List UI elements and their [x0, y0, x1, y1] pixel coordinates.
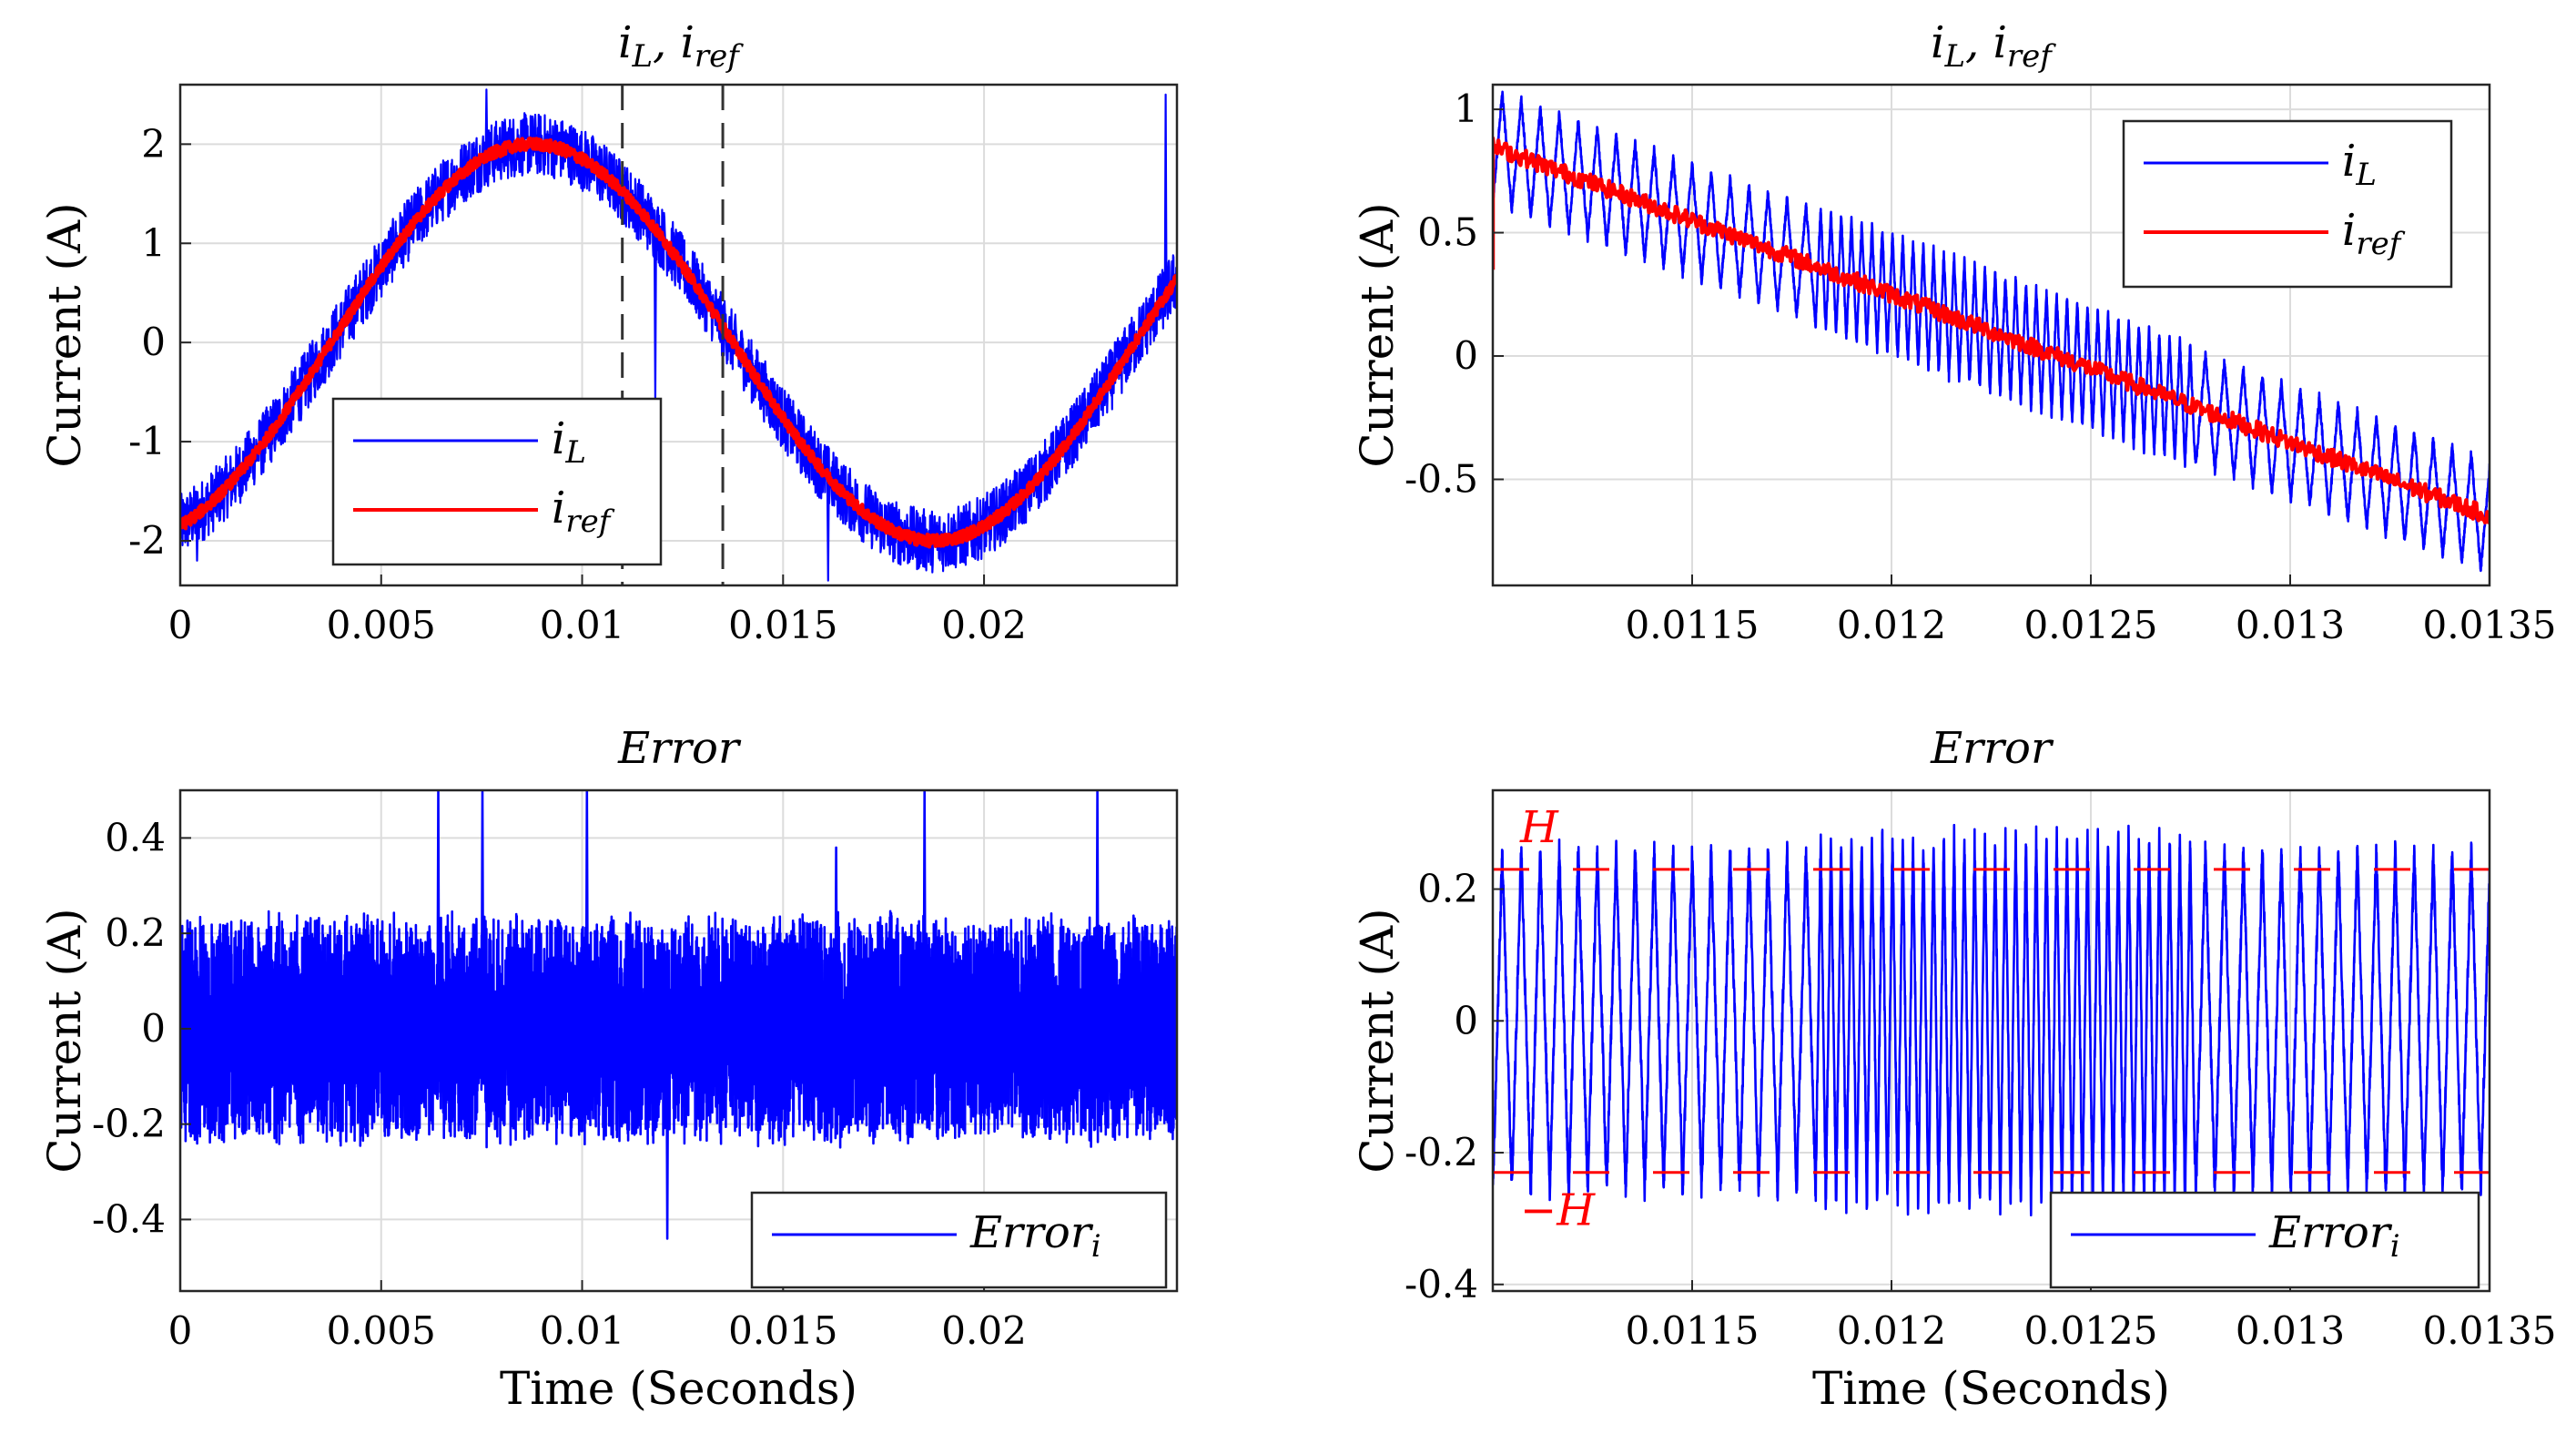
chart-title: iL, iref [618, 17, 744, 75]
threshold-label: −H [1520, 1185, 1596, 1236]
legend-label: iref [2342, 205, 2406, 262]
legend-label: iref [552, 483, 615, 540]
series-group [1493, 823, 2490, 1216]
y-tick-label: -0.4 [1405, 1262, 1478, 1307]
threshold-label: H [1519, 802, 1559, 853]
series-i-ref [1493, 136, 2490, 525]
series-i-ref [180, 136, 1177, 549]
y-axis-label: Current (A) [1351, 202, 1404, 467]
x-tick-label: 0.015 [728, 603, 837, 647]
y-tick-label: 0 [141, 1006, 166, 1051]
plot-area [180, 85, 1177, 585]
x-tick-label: 0.02 [941, 603, 1027, 647]
x-tick-label: 0.01 [540, 1308, 625, 1353]
y-axis-label: Current (A) [38, 202, 91, 467]
y-tick-label: 0.5 [1417, 210, 1478, 255]
legend: Errori [2049, 1191, 2480, 1289]
x-tick-label: 0.01 [540, 603, 625, 647]
chart-p1: 0 0.005 0.01 0.015 0.02 -2 -1 0 1 2 Current (A) iL,… [38, 17, 1179, 647]
x-axis-label: Time (Seconds) [1812, 1362, 2170, 1415]
x-tick-label: 0.0135 [2423, 1308, 2557, 1353]
y-tick-label: -2 [128, 518, 166, 563]
x-tick-label: 0.013 [2236, 1308, 2345, 1353]
x-axis-label: Time (Seconds) [500, 1362, 857, 1415]
chart-p4: H −H 0.0115 0.012 0.0125 0.013 0.0135 -0.4 -0.2 0… [1351, 723, 2556, 1415]
y-tick-label: 1 [1454, 86, 1478, 131]
legend-box [2049, 1191, 2480, 1289]
x-tick-label: 0.013 [2236, 603, 2345, 647]
y-tick-label: 0 [1454, 998, 1478, 1042]
chart-title: Error [617, 723, 742, 774]
series-error-i [1493, 823, 2490, 1216]
y-tick-label: -0.2 [1405, 1130, 1478, 1174]
legend-label: Errori [969, 1207, 1101, 1265]
chart-p3: 0 0.005 0.01 0.015 0.02 -0.4 -0.2 0 0.2 0.4 Curren… [38, 723, 1179, 1415]
x-tick-label: 0.0135 [2423, 603, 2557, 647]
chart-title: Error [1930, 723, 2054, 774]
series-group [180, 790, 1177, 1240]
legend-box [750, 1191, 1168, 1289]
y-axis-label: Current (A) [38, 908, 91, 1173]
y-tick-label: 0.2 [1417, 867, 1478, 911]
x-tick-label: 0.015 [728, 1308, 837, 1353]
chart-title: iL, iref [1931, 17, 2056, 75]
x-tick-label: 0 [168, 1308, 193, 1353]
x-tick-label: 0.0115 [1626, 1308, 1760, 1353]
y-tick-label: 0.2 [105, 910, 166, 955]
legend-box [2122, 119, 2453, 289]
x-tick-label: 0.005 [327, 603, 436, 647]
y-tick-label: 1 [141, 220, 166, 265]
axes-box [178, 788, 1179, 1293]
x-tick-label: 0.012 [1837, 603, 1946, 647]
x-tick-label: 0.02 [941, 1308, 1027, 1353]
x-tick-label: 0.005 [327, 1308, 436, 1353]
legend-box [331, 397, 663, 566]
legend: Errori [750, 1191, 1168, 1289]
axes-box [178, 83, 1179, 587]
y-tick-label: 0 [1454, 333, 1478, 378]
x-tick-label: 0 [168, 603, 193, 647]
legend-label: Errori [2268, 1207, 2400, 1265]
y-tick-label: 2 [141, 121, 166, 166]
y-tick-label: -1 [128, 419, 166, 463]
y-tick-label: -0.2 [92, 1102, 166, 1146]
chart-p2: 0.0115 0.012 0.0125 0.013 0.0135 -0.5 0 0.5 1 Cur… [1351, 17, 2556, 647]
y-tick-label: -0.5 [1405, 456, 1478, 501]
legend-label: iL [2342, 136, 2377, 193]
legend: iL iref [331, 397, 663, 566]
axes-box [1491, 788, 2491, 1293]
axes-box [1491, 83, 2491, 587]
series-group [1493, 90, 2490, 573]
x-tick-label: 0.0125 [2024, 1308, 2158, 1353]
series-error-i [180, 790, 1177, 1240]
y-tick-label: 0 [141, 320, 166, 364]
legend: iL iref [2122, 119, 2453, 289]
x-tick-label: 0.0125 [2024, 603, 2158, 647]
y-axis-label: Current (A) [1351, 908, 1404, 1173]
legend-label: iL [552, 413, 586, 471]
x-tick-label: 0.012 [1837, 1308, 1946, 1353]
y-tick-label: 0.4 [105, 815, 166, 859]
x-tick-label: 0.0115 [1626, 603, 1760, 647]
y-tick-label: -0.4 [92, 1196, 166, 1241]
